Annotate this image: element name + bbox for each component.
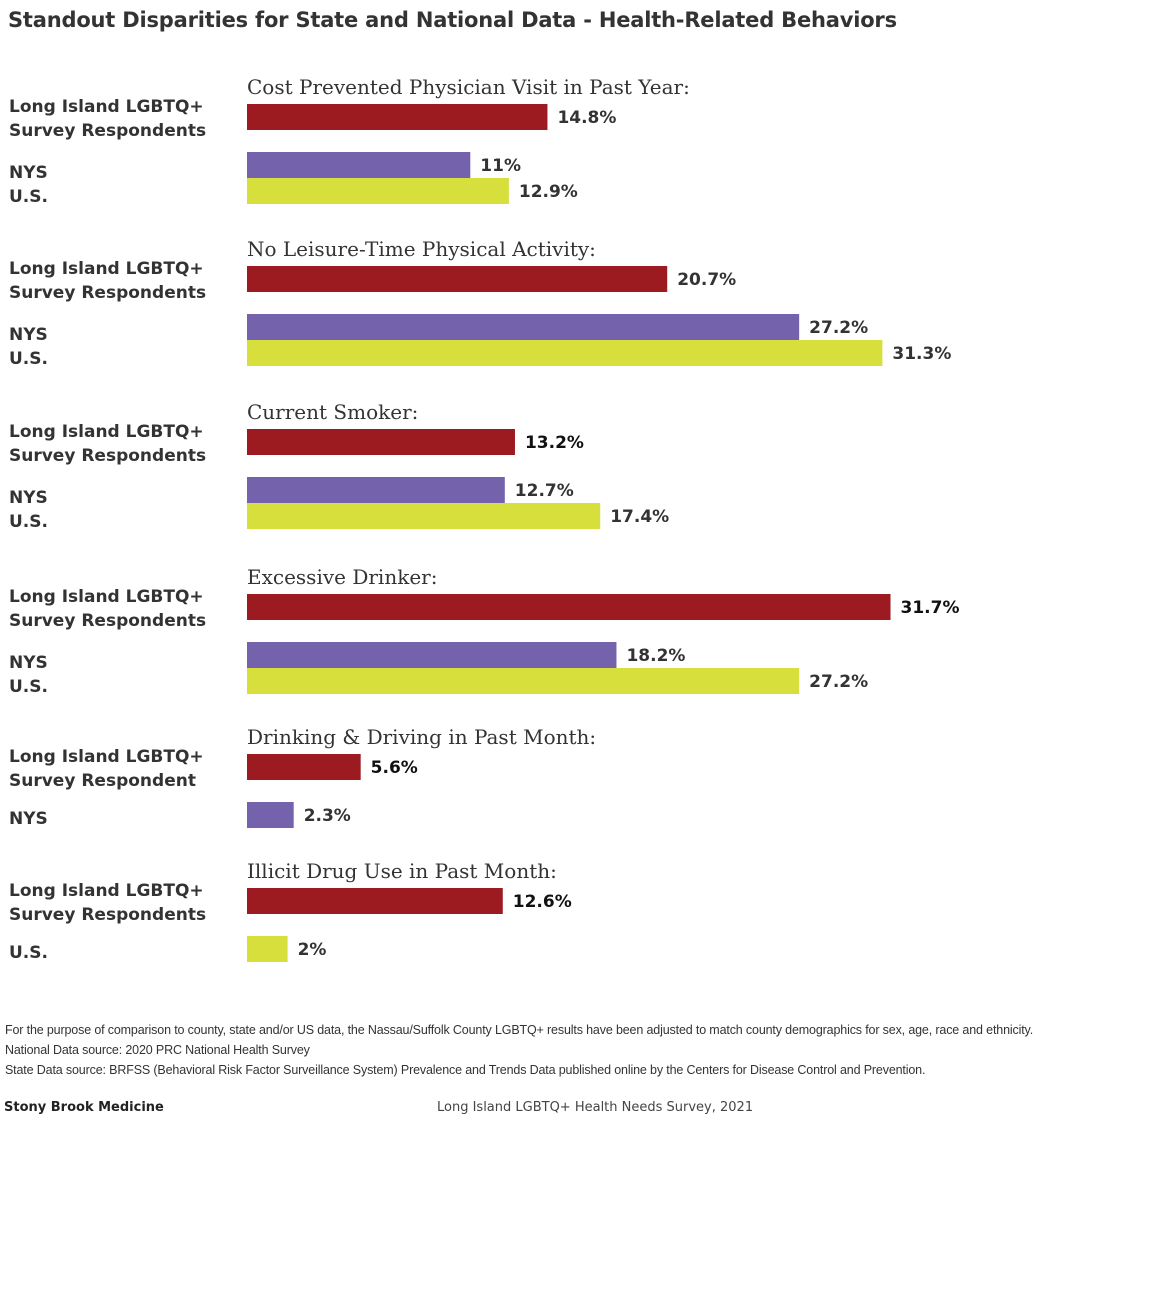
row-label: Long Island LGBTQ+ <box>9 259 204 279</box>
value-label: 12.6% <box>513 892 572 912</box>
row-label: NYS <box>9 163 48 183</box>
row-label: Survey Respondents <box>9 611 206 631</box>
bar-nys <box>247 477 505 503</box>
value-label: 27.2% <box>809 672 868 692</box>
value-label: 13.2% <box>525 433 584 453</box>
value-label: 2% <box>298 940 327 960</box>
value-label: 5.6% <box>371 758 418 778</box>
row-label: Long Island LGBTQ+ <box>9 747 204 767</box>
row-label: NYS <box>9 653 48 673</box>
value-label: 12.9% <box>519 182 578 202</box>
note-state-source: State Data source: BRFSS (Behavioral Ris… <box>5 1063 926 1077</box>
note-national-source: National Data source: 2020 PRC National … <box>5 1043 310 1057</box>
chart: Cost Prevented Physician Visit in Past Y… <box>9 75 960 963</box>
row-label: U.S. <box>9 943 48 963</box>
panel-title: Current Smoker: <box>247 400 418 424</box>
bar-us <box>247 936 288 962</box>
note-adjustment: For the purpose of comparison to county,… <box>5 1023 1034 1037</box>
bar-us <box>247 503 601 529</box>
row-label: Long Island LGBTQ+ <box>9 97 204 117</box>
bar-long_island <box>247 888 503 914</box>
row-label: U.S. <box>9 187 48 207</box>
bar-long_island <box>247 754 361 780</box>
row-label: U.S. <box>9 512 48 532</box>
row-label: Survey Respondents <box>9 446 206 466</box>
panel-title: No Leisure-Time Physical Activity: <box>247 237 596 261</box>
value-label: 18.2% <box>626 646 685 666</box>
bar-us <box>247 668 800 694</box>
row-label: Survey Respondent <box>9 771 196 791</box>
value-label: 14.8% <box>557 108 616 128</box>
value-label: 20.7% <box>677 270 736 290</box>
row-label: U.S. <box>9 349 48 369</box>
row-label: NYS <box>9 809 48 829</box>
bar-nys <box>247 642 617 668</box>
value-label: 31.7% <box>901 598 960 618</box>
bar-long_island <box>247 429 515 455</box>
row-label: Long Island LGBTQ+ <box>9 881 204 901</box>
bar-long_island <box>247 104 548 130</box>
brand-logo-text: Stony Brook Medicine <box>4 1100 164 1115</box>
row-label: U.S. <box>9 677 48 697</box>
bar-long_island <box>247 594 891 620</box>
bar-nys <box>247 314 800 340</box>
bar-us <box>247 340 883 366</box>
bar-long_island <box>247 266 668 292</box>
value-label: 2.3% <box>304 806 351 826</box>
panel-title: Cost Prevented Physician Visit in Past Y… <box>247 75 690 99</box>
row-label: Survey Respondents <box>9 121 206 141</box>
bar-nys <box>247 152 471 178</box>
panel-title: Illicit Drug Use in Past Month: <box>247 859 557 883</box>
row-label: NYS <box>9 488 48 508</box>
row-label: NYS <box>9 325 48 345</box>
value-label: 17.4% <box>610 507 669 527</box>
value-label: 12.7% <box>515 481 574 501</box>
page-title: Standout Disparities for State and Natio… <box>8 8 897 32</box>
bar-us <box>247 178 509 204</box>
row-label: Survey Respondents <box>9 283 206 303</box>
survey-footer: Long Island LGBTQ+ Health Needs Survey, … <box>437 1100 754 1115</box>
value-label: 27.2% <box>809 318 868 338</box>
row-label: Long Island LGBTQ+ <box>9 587 204 607</box>
panel-title: Excessive Drinker: <box>247 565 437 589</box>
row-label: Long Island LGBTQ+ <box>9 422 204 442</box>
panel-title: Drinking & Driving in Past Month: <box>247 725 596 749</box>
value-label: 11% <box>480 156 521 176</box>
bar-nys <box>247 802 294 828</box>
value-label: 31.3% <box>892 344 951 364</box>
row-label: Survey Respondents <box>9 905 206 925</box>
source-notes: For the purpose of comparison to county,… <box>5 1020 1155 1080</box>
